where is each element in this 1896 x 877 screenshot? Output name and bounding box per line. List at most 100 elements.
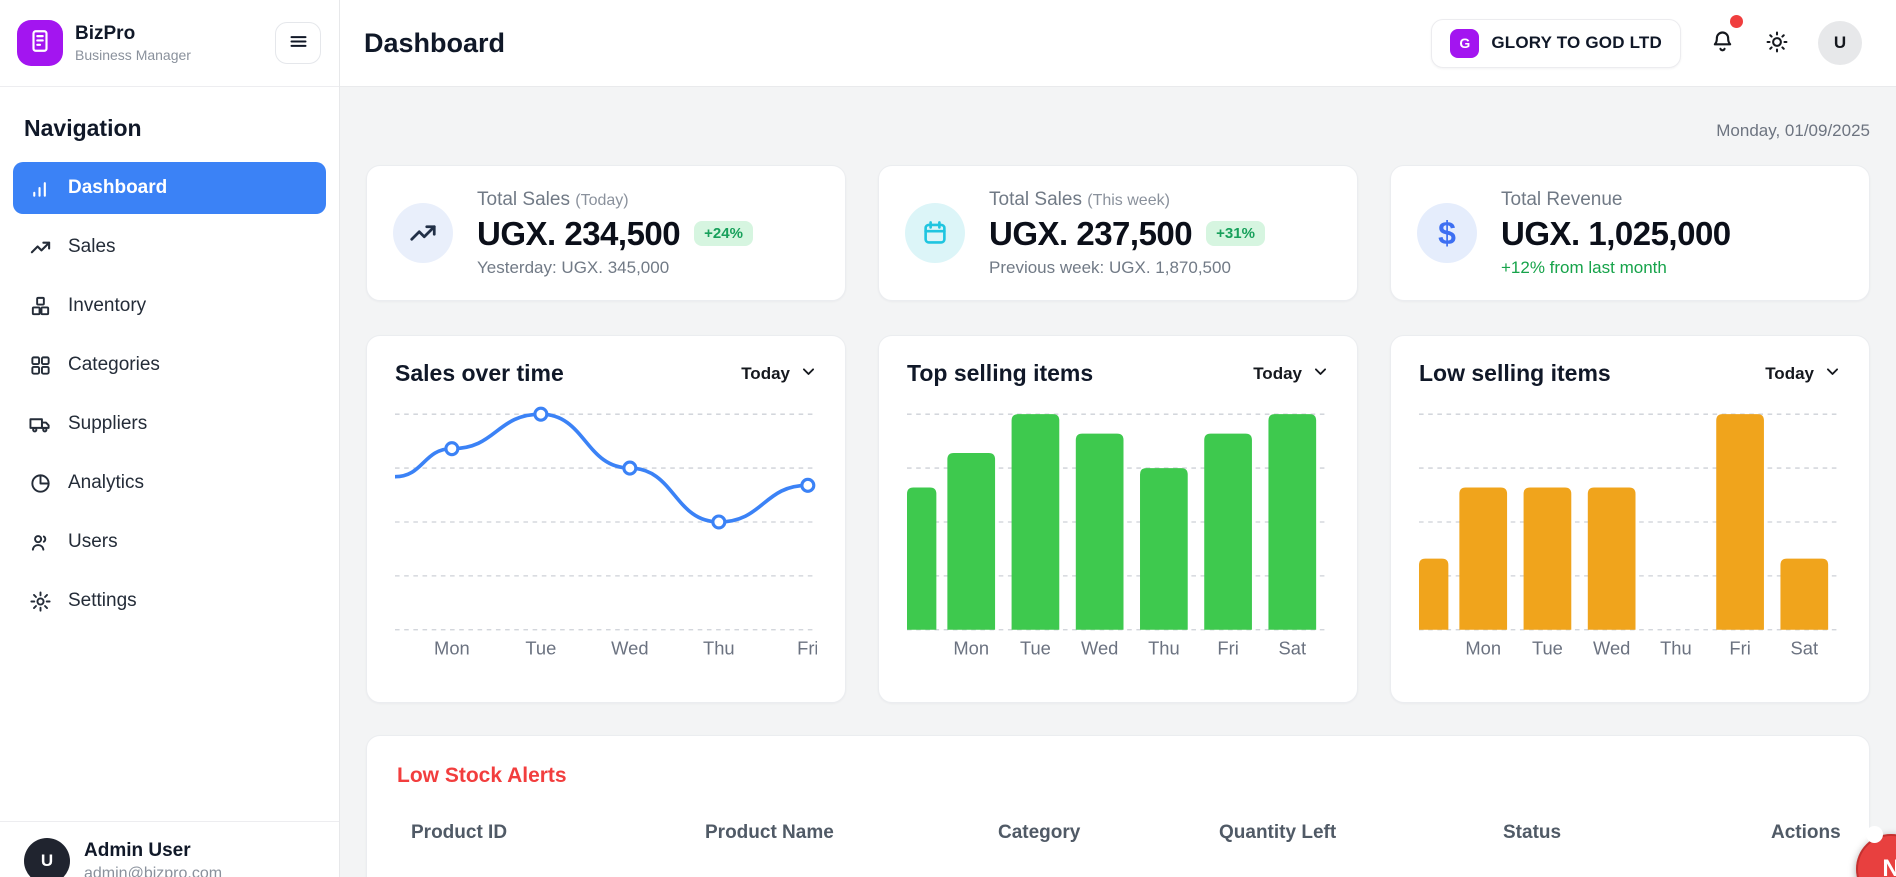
column-header-product-name: Product Name [705, 822, 834, 843]
sidebar-item-settings[interactable]: Settings [13, 575, 326, 627]
page-title: Dashboard [364, 27, 506, 58]
sidebar-item-analytics[interactable]: Analytics [13, 457, 326, 509]
svg-text:Mon: Mon [1465, 638, 1501, 659]
stat-badge: +31% [1206, 221, 1265, 246]
stat-value: UGX. 234,500 [477, 214, 681, 252]
receipt-icon [27, 28, 53, 59]
sidebar-item-label: Suppliers [68, 413, 148, 434]
svg-text:Mon: Mon [953, 638, 989, 659]
stat-card-total-revenue: $ Total Revenue UGX. 1,025,000 +12% from… [1390, 165, 1870, 301]
svg-text:Wed: Wed [611, 638, 648, 659]
sidebar-item-label: Settings [68, 590, 137, 611]
company-badge: G [1450, 28, 1480, 58]
svg-text:Sat: Sat [1279, 638, 1307, 659]
period-dropdown[interactable]: Today [1765, 363, 1841, 385]
chart-title: Top selling items [907, 360, 1094, 386]
fab-dot [1866, 826, 1883, 843]
chart-title: Low selling items [1419, 360, 1611, 386]
company-name: GLORY TO GOD LTD [1491, 33, 1662, 52]
trending-up-icon [393, 203, 453, 263]
sales-line-chart: Mon Tue Wed Thu Fri [395, 406, 817, 659]
notification-dot [1730, 15, 1743, 28]
low-stock-title: Low Stock Alerts [397, 764, 567, 787]
brand-row: BizPro Business Manager [0, 0, 339, 87]
svg-text:Mon: Mon [434, 638, 470, 659]
gear-icon [29, 590, 52, 613]
sidebar-item-suppliers[interactable]: Suppliers [13, 398, 326, 450]
sidebar-item-label: Categories [68, 354, 160, 375]
sidebar-item-label: Users [68, 531, 118, 552]
svg-text:Tue: Tue [1020, 638, 1051, 659]
column-header-actions: Actions [1771, 822, 1841, 843]
svg-text:Thu: Thu [1660, 638, 1692, 659]
notifications-button[interactable] [1709, 15, 1743, 58]
chevron-down-icon [1312, 363, 1329, 385]
stat-card-total-sales-week: Total Sales (This week) UGX. 237,500 +31… [878, 165, 1358, 301]
chevron-down-icon [1824, 363, 1841, 385]
sidebar-item-label: Analytics [68, 472, 145, 493]
bell-icon [1709, 28, 1736, 58]
column-header-quantity-left: Quantity Left [1219, 822, 1337, 843]
stat-label: Total Sales (This week) [989, 188, 1170, 210]
top-selling-bar-chart: Mon Tue Wed Thu Fri Sat [907, 413, 1329, 659]
svg-text:Wed: Wed [1081, 638, 1118, 659]
svg-text:Tue: Tue [1532, 638, 1563, 659]
svg-text:Wed: Wed [1593, 638, 1630, 659]
company-button[interactable]: G GLORY TO GOD LTD [1431, 18, 1681, 68]
bar-chart-icon [29, 177, 52, 200]
column-header-category: Category [998, 822, 1081, 843]
brand-logo [17, 20, 63, 66]
chevron-down-icon [800, 363, 817, 385]
grid-icon [29, 354, 52, 377]
sidebar-item-inventory[interactable]: Inventory [13, 280, 326, 332]
stat-card-total-sales-today: Total Sales (Today) UGX. 234,500 +24% Ye… [366, 165, 846, 301]
svg-text:Fri: Fri [1729, 638, 1750, 659]
stats-row: Total Sales (Today) UGX. 234,500 +24% Ye… [366, 165, 1870, 301]
fab-label: N [1882, 855, 1896, 877]
sidebar-item-users[interactable]: Users [13, 516, 326, 568]
stat-value: UGX. 237,500 [989, 214, 1193, 252]
stat-subtext: +12% from last month [1501, 257, 1667, 277]
sidebar-item-sales[interactable]: Sales [13, 221, 326, 273]
dollar-icon: $ [1417, 203, 1477, 263]
users-icon [29, 531, 52, 554]
sidebar-toggle-button[interactable] [275, 22, 321, 64]
column-header-status: Status [1503, 822, 1562, 843]
stat-subtext: Yesterday: UGX. 345,000 [477, 257, 670, 277]
user-name: Admin User [84, 839, 191, 861]
user-avatar-button[interactable]: U [1818, 21, 1862, 65]
sidebar-item-label: Inventory [68, 295, 147, 316]
truck-icon [29, 413, 52, 436]
content: Monday, 01/09/2025 Total Sales (Today) U… [340, 87, 1896, 877]
chart-title: Sales over time [395, 360, 564, 386]
sidebar-item-dashboard[interactable]: Dashboard [13, 162, 326, 214]
stat-label: Total Revenue [1501, 188, 1623, 210]
period-dropdown[interactable]: Today [741, 363, 817, 385]
sun-icon [1764, 29, 1790, 58]
charts-row: Sales over time Today Mon Tue Wed Thu Fri To… [366, 335, 1870, 703]
nav-heading: Navigation [24, 115, 142, 141]
top-selling-card: Top selling items Today Mon Tue Wed Thu Fri S… [878, 335, 1358, 703]
brand-text: BizPro Business Manager [75, 23, 191, 63]
stat-badge: +24% [694, 221, 753, 246]
svg-text:Tue: Tue [525, 638, 556, 659]
period-dropdown[interactable]: Today [1253, 363, 1329, 385]
column-header-product-id: Product ID [411, 822, 508, 843]
stat-value: UGX. 1,025,000 [1501, 214, 1731, 252]
low-selling-card: Low selling items Today Mon Tue Wed Thu Fri S… [1390, 335, 1870, 703]
sidebar: BizPro Business Manager Navigation Dashb… [0, 0, 340, 877]
current-date: Monday, 01/09/2025 [1716, 121, 1870, 140]
sidebar-item-categories[interactable]: Categories [13, 339, 326, 391]
sidebar-item-label: Sales [68, 236, 116, 257]
sidebar-item-label: Dashboard [68, 177, 168, 198]
brand-subtitle: Business Manager [75, 47, 191, 63]
sales-over-time-card: Sales over time Today Mon Tue Wed Thu Fri [366, 335, 846, 703]
svg-text:Fri: Fri [1217, 638, 1238, 659]
calendar-icon [905, 203, 965, 263]
sidebar-user[interactable]: U Admin User admin@bizpro.com [0, 821, 339, 877]
svg-text:Sat: Sat [1791, 638, 1819, 659]
theme-toggle-button[interactable] [1764, 29, 1790, 58]
topbar: Dashboard G GLORY TO GOD LTD U [340, 0, 1896, 87]
sidebar-nav: Dashboard Sales Inventory Categories Sup… [0, 162, 339, 634]
topbar-actions: G GLORY TO GOD LTD U [1431, 15, 1862, 68]
